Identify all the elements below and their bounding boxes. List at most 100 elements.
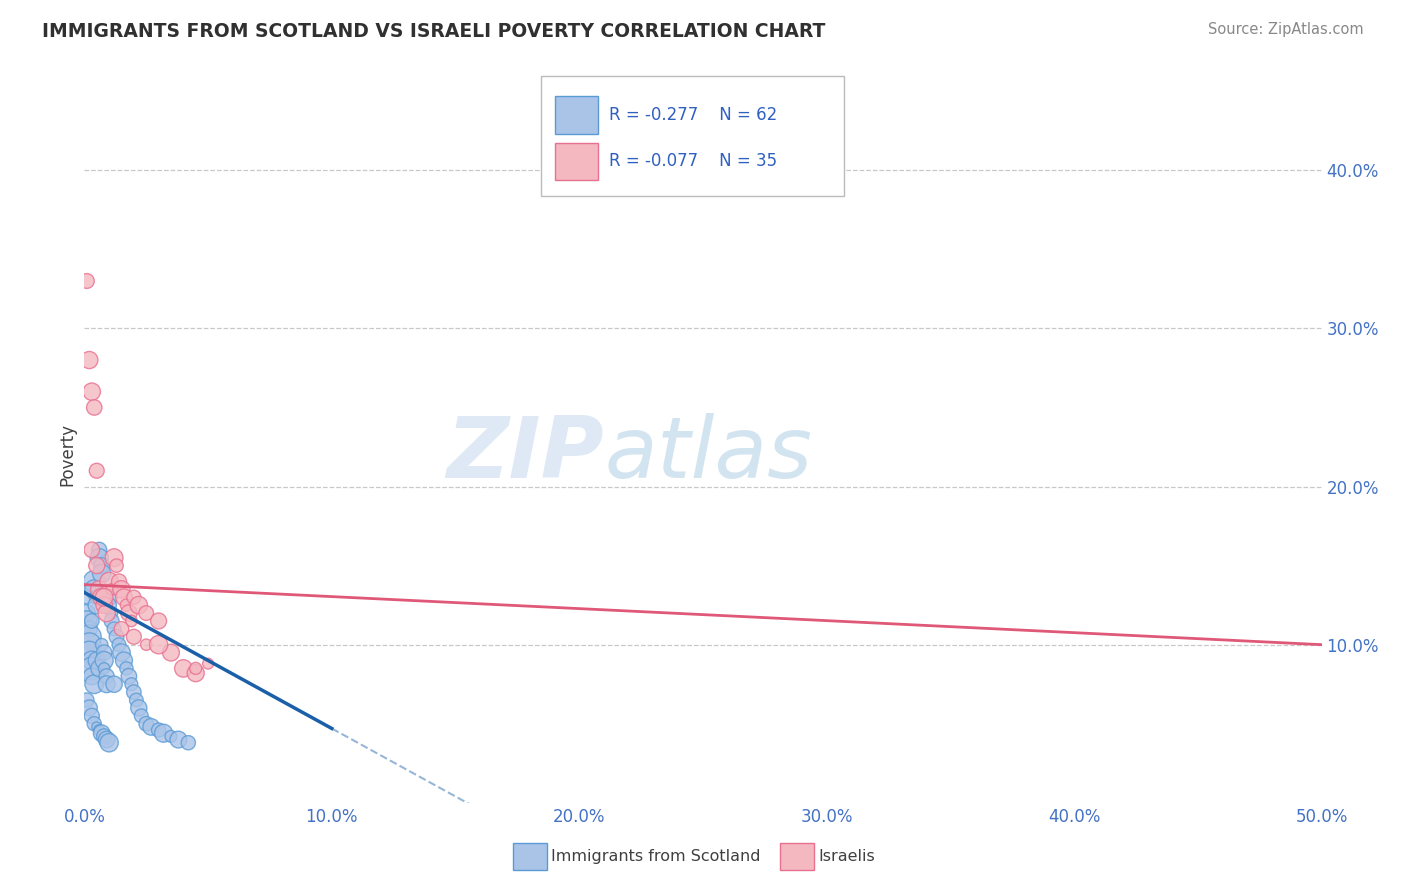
Point — [103, 550, 125, 565]
Point — [100, 582, 122, 597]
Point — [184, 666, 207, 681]
Point — [135, 606, 157, 620]
Point — [86, 558, 108, 573]
Point — [80, 708, 103, 723]
Point — [96, 669, 118, 683]
Point — [93, 653, 115, 667]
Point — [90, 726, 112, 740]
Point — [90, 566, 112, 581]
Text: atlas: atlas — [605, 413, 813, 497]
Point — [86, 591, 108, 605]
Point — [118, 606, 141, 620]
Point — [89, 723, 111, 737]
Point — [167, 732, 190, 747]
Point — [197, 657, 219, 671]
Point — [98, 574, 121, 589]
Point — [80, 653, 103, 667]
Point — [148, 638, 170, 652]
Point — [96, 606, 118, 620]
Point — [122, 591, 145, 605]
Point — [86, 598, 108, 612]
Point — [125, 693, 148, 707]
Point — [86, 653, 108, 667]
Y-axis label: Poverty: Poverty — [58, 424, 76, 486]
Point — [108, 574, 131, 589]
Point — [148, 614, 170, 628]
Point — [118, 669, 141, 683]
Point — [83, 582, 105, 597]
Point — [110, 646, 132, 660]
Point — [80, 384, 103, 399]
Point — [128, 701, 150, 715]
Point — [160, 646, 183, 660]
Text: R = -0.277    N = 62: R = -0.277 N = 62 — [609, 106, 778, 124]
Text: R = -0.077    N = 35: R = -0.077 N = 35 — [609, 153, 778, 170]
Point — [76, 606, 98, 620]
Point — [83, 677, 105, 691]
Point — [184, 661, 207, 675]
Point — [122, 630, 145, 644]
Point — [93, 730, 115, 744]
Point — [96, 677, 118, 691]
Point — [80, 614, 103, 628]
Point — [83, 716, 105, 731]
Point — [160, 730, 183, 744]
Point — [100, 614, 122, 628]
Text: IMMIGRANTS FROM SCOTLAND VS ISRAELI POVERTY CORRELATION CHART: IMMIGRANTS FROM SCOTLAND VS ISRAELI POVE… — [42, 22, 825, 41]
Point — [120, 677, 142, 691]
Point — [98, 736, 121, 750]
Point — [103, 622, 125, 636]
Point — [80, 542, 103, 557]
Point — [112, 653, 135, 667]
Point — [89, 661, 111, 675]
Point — [76, 274, 98, 288]
Point — [80, 669, 103, 683]
Point — [90, 638, 112, 652]
Point — [103, 677, 125, 691]
Point — [135, 638, 157, 652]
Point — [79, 353, 101, 368]
Point — [76, 614, 98, 628]
Point — [93, 598, 115, 612]
Point — [115, 661, 138, 675]
Point — [83, 574, 105, 589]
Point — [86, 720, 108, 734]
Point — [112, 591, 135, 605]
Point — [100, 606, 122, 620]
Point — [110, 582, 132, 597]
Point — [79, 638, 101, 652]
Point — [76, 591, 98, 605]
Text: Israelis: Israelis — [818, 849, 875, 863]
Text: Source: ZipAtlas.com: Source: ZipAtlas.com — [1208, 22, 1364, 37]
Point — [89, 542, 111, 557]
Point — [129, 708, 152, 723]
Point — [93, 646, 115, 660]
Point — [79, 622, 101, 636]
Point — [122, 685, 145, 699]
Text: ZIP: ZIP — [446, 413, 605, 497]
Point — [90, 591, 112, 605]
Point — [89, 550, 111, 565]
Point — [177, 736, 200, 750]
Point — [83, 401, 105, 415]
Point — [135, 716, 157, 731]
Point — [152, 726, 174, 740]
Point — [128, 598, 150, 612]
Point — [96, 732, 118, 747]
Point — [93, 661, 115, 675]
Point — [105, 630, 128, 644]
Point — [79, 646, 101, 660]
Point — [110, 622, 132, 636]
Point — [120, 614, 142, 628]
Point — [98, 598, 121, 612]
Point — [79, 630, 101, 644]
Point — [141, 720, 163, 734]
Point — [86, 464, 108, 478]
Point — [76, 693, 98, 707]
Point — [89, 582, 111, 597]
Point — [148, 723, 170, 737]
Point — [80, 661, 103, 675]
Point — [105, 558, 128, 573]
Point — [90, 558, 112, 573]
Point — [108, 638, 131, 652]
